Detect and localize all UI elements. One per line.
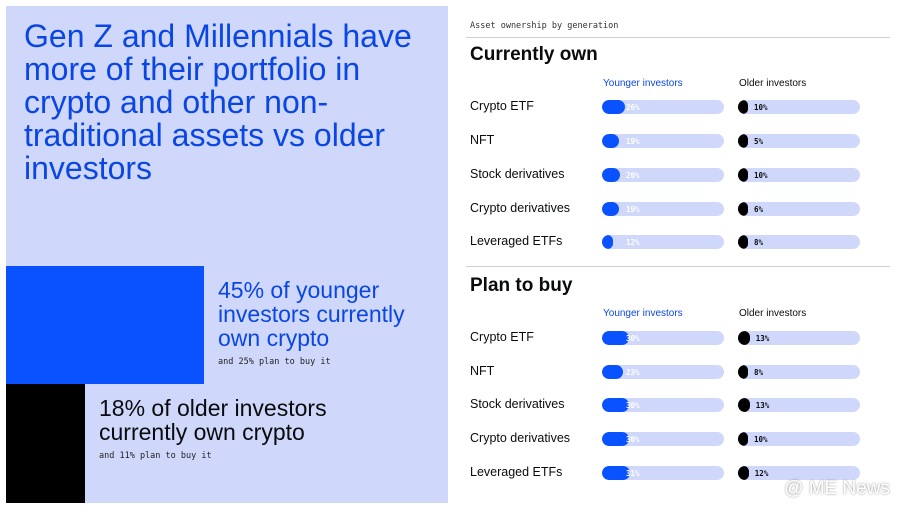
headline: Gen Z and Millennials have more of their… [24,18,412,186]
currently-own-title: Currently own [470,44,598,65]
plan-to-buy-old-bar [738,365,748,379]
plan-to-buy-young-bar [602,331,629,345]
plan-to-buy-young-value-label: 30% [626,334,640,343]
currently-own-category-label: Crypto derivatives [470,201,571,215]
currently-own-old-track: 10% [738,100,860,114]
plan-to-buy-young-value-label: 31% [626,469,640,478]
plan-to-buy-young-bar [602,365,623,379]
plan-to-buy-old-bar [738,466,749,480]
currently-own-old-value-label: 10% [754,171,768,180]
plan-to-buy-young-bar [602,398,629,412]
plan-to-buy-young-track: 30% [602,398,724,412]
currently-own-old-value-label: 6% [754,205,764,214]
plan-to-buy-old-value-label: 12% [754,469,769,478]
left-panel: Gen Z and Millennials have more of their… [6,6,448,503]
section-divider [466,266,890,267]
currently-own-category-label: Leveraged ETFs [470,234,563,248]
currently-own-young-track: 26% [602,100,724,114]
currently-own-younger-legend: Younger investors [603,78,683,89]
plan-to-buy-old-track: 13% [738,331,860,345]
currently-own-category-label: NFT [470,133,495,147]
currently-own-old-bar [738,100,748,114]
currently-own-young-track: 19% [602,202,724,216]
plan-to-buy-old-track: 12% [738,466,860,480]
currently-own-old-track: 10% [738,168,860,182]
plan-to-buy-category-label: Crypto derivatives [470,431,571,445]
currently-own-old-track: 8% [738,235,860,249]
currently-own-old-bar [738,235,748,249]
younger-stat-headline: 45% of younger investors currently own c… [218,277,405,351]
currently-own-young-bar [602,235,613,249]
currently-own-old-value-label: 5% [754,137,764,146]
older-stat-subtext: and 11% plan to buy it [99,451,212,461]
currently-own-young-value-label: 12% [626,238,640,247]
plan-to-buy-title: Plan to buy [470,275,573,296]
currently-own-older-legend: Older investors [739,78,807,89]
currently-own-young-bar [602,134,620,148]
currently-own-young-track: 19% [602,134,724,148]
headline-block: Gen Z and Millennials have more of their… [6,6,448,266]
older-stat-text: 18% of older investors currently own cry… [99,396,329,461]
currently-own-young-bar [602,202,620,216]
plan-to-buy-old-track: 13% [738,398,860,412]
plan-to-buy-young-bar [602,432,629,446]
younger-stat-subtext: and 25% plan to buy it [218,357,331,367]
plan-to-buy-young-track: 30% [602,432,724,446]
currently-own-old-track: 6% [738,202,860,216]
plan-to-buy-old-value-label: 13% [755,334,770,343]
older-stat-headline: 18% of older investors currently own cry… [99,395,327,445]
currently-own-young-value-label: 19% [626,137,640,146]
currently-own-young-value-label: 19% [626,205,640,214]
currently-own-young-value-label: 20% [626,171,640,180]
plan-to-buy-older-legend: Older investors [739,308,807,319]
plan-to-buy-category-label: Crypto ETF [470,330,534,344]
plan-to-buy-old-value-label: 13% [755,401,770,410]
plan-to-buy-category-label: Leveraged ETFs [470,465,563,479]
plan-to-buy-category-label: Stock derivatives [470,397,565,411]
currently-own-old-value-label: 8% [754,238,764,247]
currently-own-young-bar [602,168,620,182]
plan-to-buy-old-bar [738,331,750,345]
top-divider [466,37,890,38]
currently-own-old-track: 5% [738,134,860,148]
plan-to-buy-young-value-label: 23% [626,368,640,377]
currently-own-young-bar [602,100,626,114]
currently-own-old-value-label: 10% [754,103,768,112]
plan-to-buy-young-bar [602,466,630,480]
older-stat-bar [6,384,85,503]
plan-to-buy-young-value-label: 30% [626,435,640,444]
plan-to-buy-old-value-label: 8% [754,368,764,377]
older-stat-block: 18% of older investors currently own cry… [6,384,448,503]
younger-stat-bar [6,266,204,384]
plan-to-buy-old-bar [738,398,750,412]
currently-own-category-label: Stock derivatives [470,167,565,181]
younger-stat-text: 45% of younger investors currently own c… [218,278,438,367]
ownership-chart-panel: Asset ownership by generation Currently … [466,0,894,509]
watermark: @ ME News [784,478,890,499]
plan-to-buy-old-bar [738,432,748,446]
younger-stat-block: 45% of younger investors currently own c… [6,266,448,384]
plan-to-buy-old-track: 10% [738,432,860,446]
currently-own-old-bar [738,202,748,216]
chart-caption: Asset ownership by generation [470,21,619,31]
plan-to-buy-young-value-label: 30% [626,401,640,410]
currently-own-young-track: 12% [602,235,724,249]
plan-to-buy-young-track: 23% [602,365,724,379]
currently-own-category-label: Crypto ETF [470,99,534,113]
plan-to-buy-young-track: 30% [602,331,724,345]
currently-own-old-bar [738,134,748,148]
currently-own-young-track: 20% [602,168,724,182]
plan-to-buy-young-track: 31% [602,466,724,480]
currently-own-old-bar [738,168,748,182]
plan-to-buy-old-value-label: 10% [754,435,768,444]
plan-to-buy-younger-legend: Younger investors [603,308,683,319]
plan-to-buy-category-label: NFT [470,364,495,378]
currently-own-young-value-label: 26% [626,103,640,112]
plan-to-buy-old-track: 8% [738,365,860,379]
